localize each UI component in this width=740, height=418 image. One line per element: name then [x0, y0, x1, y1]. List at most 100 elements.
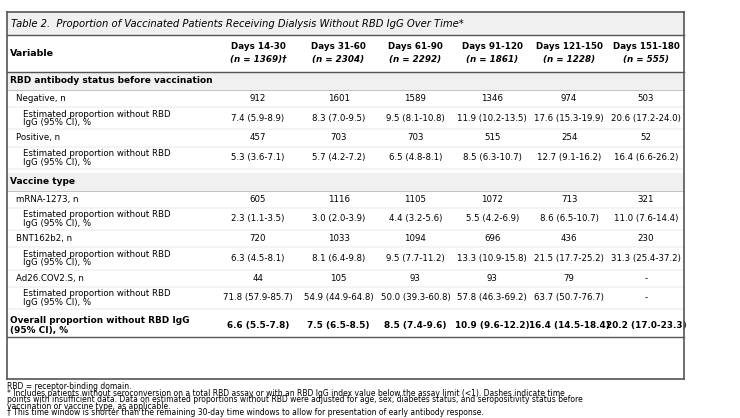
Text: Estimated proportion without RBD: Estimated proportion without RBD — [24, 110, 171, 119]
Text: -: - — [645, 274, 648, 283]
Text: Negative, n: Negative, n — [16, 94, 66, 103]
Text: 912: 912 — [250, 94, 266, 103]
Text: 1589: 1589 — [405, 94, 426, 103]
Text: 696: 696 — [484, 234, 500, 243]
Text: 8.5 (6.3-10.7): 8.5 (6.3-10.7) — [462, 153, 522, 162]
Text: IgG (95% CI), %: IgG (95% CI), % — [24, 298, 92, 307]
Text: 44: 44 — [252, 274, 263, 283]
Text: BNT162b2, n: BNT162b2, n — [16, 234, 73, 243]
Text: 20.6 (17.2-24.0): 20.6 (17.2-24.0) — [611, 114, 681, 122]
Text: RBD = receptor-binding domain.: RBD = receptor-binding domain. — [7, 382, 132, 391]
Text: -: - — [645, 293, 648, 303]
Text: 57.8 (46.3-69.2): 57.8 (46.3-69.2) — [457, 293, 527, 303]
Text: IgG (95% CI), %: IgG (95% CI), % — [24, 258, 92, 268]
Text: 50.0 (39.3-60.8): 50.0 (39.3-60.8) — [380, 293, 451, 303]
Text: 8.3 (7.0-9.5): 8.3 (7.0-9.5) — [312, 114, 365, 122]
Text: (n = 1369)†: (n = 1369)† — [230, 55, 286, 64]
Text: 4.4 (3.2-5.6): 4.4 (3.2-5.6) — [388, 214, 442, 224]
Text: Overall proportion without RBD IgG: Overall proportion without RBD IgG — [10, 316, 189, 325]
Text: 1072: 1072 — [481, 195, 503, 204]
Text: vaccination or vaccine type, as applicable.: vaccination or vaccine type, as applicab… — [7, 402, 171, 411]
Text: 713: 713 — [561, 195, 577, 204]
Text: 16.4 (14.5-18.4): 16.4 (14.5-18.4) — [528, 321, 610, 330]
Text: 6.6 (5.5-7.8): 6.6 (5.5-7.8) — [227, 321, 289, 330]
Text: 436: 436 — [561, 234, 577, 243]
Text: 12.7 (9.1-16.2): 12.7 (9.1-16.2) — [537, 153, 602, 162]
Text: 79: 79 — [564, 274, 574, 283]
Text: RBD antibody status before vaccination: RBD antibody status before vaccination — [10, 76, 213, 85]
Text: Days 14-30: Days 14-30 — [231, 42, 286, 51]
Text: 10.9 (9.6-12.2): 10.9 (9.6-12.2) — [455, 321, 530, 330]
Text: Estimated proportion without RBD: Estimated proportion without RBD — [24, 250, 171, 259]
Text: 1601: 1601 — [328, 94, 349, 103]
Text: mRNA-1273, n: mRNA-1273, n — [16, 195, 78, 204]
Text: Ad26.COV2.S, n: Ad26.COV2.S, n — [16, 274, 84, 283]
Text: 5.3 (3.6-7.1): 5.3 (3.6-7.1) — [232, 153, 285, 162]
Text: (n = 2292): (n = 2292) — [389, 55, 442, 64]
Text: IgG (95% CI), %: IgG (95% CI), % — [24, 219, 92, 228]
Text: 1033: 1033 — [328, 234, 349, 243]
Text: 71.8 (57.9-85.7): 71.8 (57.9-85.7) — [223, 293, 293, 303]
Text: 11.9 (10.2-13.5): 11.9 (10.2-13.5) — [457, 114, 527, 122]
Text: 54.9 (44.9-64.8): 54.9 (44.9-64.8) — [303, 293, 374, 303]
Text: 515: 515 — [484, 133, 500, 143]
Text: Positive, n: Positive, n — [16, 133, 60, 143]
Text: Days 91-120: Days 91-120 — [462, 42, 522, 51]
Text: 9.5 (7.7-11.2): 9.5 (7.7-11.2) — [386, 254, 445, 263]
Text: 1116: 1116 — [328, 195, 349, 204]
Text: 457: 457 — [250, 133, 266, 143]
Text: 11.0 (7.6-14.4): 11.0 (7.6-14.4) — [613, 214, 678, 224]
Bar — [7, 13, 684, 379]
Text: 9.5 (8.1-10.8): 9.5 (8.1-10.8) — [386, 114, 445, 122]
Text: Days 61-90: Days 61-90 — [388, 42, 443, 51]
Text: 8.5 (7.4-9.6): 8.5 (7.4-9.6) — [384, 321, 447, 330]
Text: points with insufficient data. Data on estimated proportions without RBD were ad: points with insufficient data. Data on e… — [7, 395, 583, 404]
Text: 17.6 (15.3-19.9): 17.6 (15.3-19.9) — [534, 114, 604, 122]
Text: 105: 105 — [330, 274, 347, 283]
Text: IgG (95% CI), %: IgG (95% CI), % — [24, 118, 92, 127]
Text: 6.3 (4.5-8.1): 6.3 (4.5-8.1) — [232, 254, 285, 263]
Text: (n = 1861): (n = 1861) — [466, 55, 518, 64]
Text: 8.6 (6.5-10.7): 8.6 (6.5-10.7) — [539, 214, 599, 224]
Text: 21.5 (17.7-25.2): 21.5 (17.7-25.2) — [534, 254, 604, 263]
Text: 93: 93 — [487, 274, 498, 283]
Text: (n = 2304): (n = 2304) — [312, 55, 365, 64]
Text: 974: 974 — [561, 94, 577, 103]
Text: Days 31-60: Days 31-60 — [311, 42, 366, 51]
Text: 6.5 (4.8-8.1): 6.5 (4.8-8.1) — [388, 153, 442, 162]
Text: Vaccine type: Vaccine type — [10, 177, 75, 186]
Text: † This time window is shorter than the remaining 30-day time windows to allow fo: † This time window is shorter than the r… — [7, 408, 484, 417]
Text: 1346: 1346 — [481, 94, 503, 103]
Text: 7.4 (5.9-8.9): 7.4 (5.9-8.9) — [232, 114, 285, 122]
Text: 720: 720 — [250, 234, 266, 243]
Text: (n = 555): (n = 555) — [623, 55, 669, 64]
Text: 703: 703 — [407, 133, 424, 143]
Text: Estimated proportion without RBD: Estimated proportion without RBD — [24, 210, 171, 219]
Text: 20.2 (17.0-23.3): 20.2 (17.0-23.3) — [606, 321, 686, 330]
Text: 13.3 (10.9-15.8): 13.3 (10.9-15.8) — [457, 254, 527, 263]
Text: * Includes patients without seroconversion on a total RBD assay or with an RBD I: * Includes patients without seroconversi… — [7, 388, 565, 398]
Text: 703: 703 — [330, 133, 347, 143]
Text: 254: 254 — [561, 133, 577, 143]
Text: 5.7 (4.2-7.2): 5.7 (4.2-7.2) — [312, 153, 366, 162]
Text: 5.5 (4.2-6.9): 5.5 (4.2-6.9) — [465, 214, 519, 224]
Text: 7.5 (6.5-8.5): 7.5 (6.5-8.5) — [307, 321, 370, 330]
Text: Variable: Variable — [10, 49, 54, 58]
Bar — [7, 173, 684, 191]
Text: Table 2.  Proportion of Vaccinated Patients Receiving Dialysis Without RBD IgG O: Table 2. Proportion of Vaccinated Patien… — [11, 19, 464, 29]
Text: IgG (95% CI), %: IgG (95% CI), % — [24, 158, 92, 167]
Text: Days 121-150: Days 121-150 — [536, 42, 602, 51]
Text: 2.3 (1.1-3.5): 2.3 (1.1-3.5) — [232, 214, 285, 224]
Text: Estimated proportion without RBD: Estimated proportion without RBD — [24, 149, 171, 158]
Text: Days 151-180: Days 151-180 — [613, 42, 679, 51]
Text: 52: 52 — [641, 133, 651, 143]
Text: 230: 230 — [638, 234, 654, 243]
Text: 3.0 (2.0-3.9): 3.0 (2.0-3.9) — [312, 214, 365, 224]
Text: 8.1 (6.4-9.8): 8.1 (6.4-9.8) — [312, 254, 365, 263]
Bar — [7, 72, 684, 90]
Text: 16.4 (6.6-26.2): 16.4 (6.6-26.2) — [613, 153, 678, 162]
Text: 31.3 (25.4-37.2): 31.3 (25.4-37.2) — [611, 254, 681, 263]
Text: 93: 93 — [410, 274, 421, 283]
Text: 503: 503 — [638, 94, 654, 103]
Text: 605: 605 — [250, 195, 266, 204]
